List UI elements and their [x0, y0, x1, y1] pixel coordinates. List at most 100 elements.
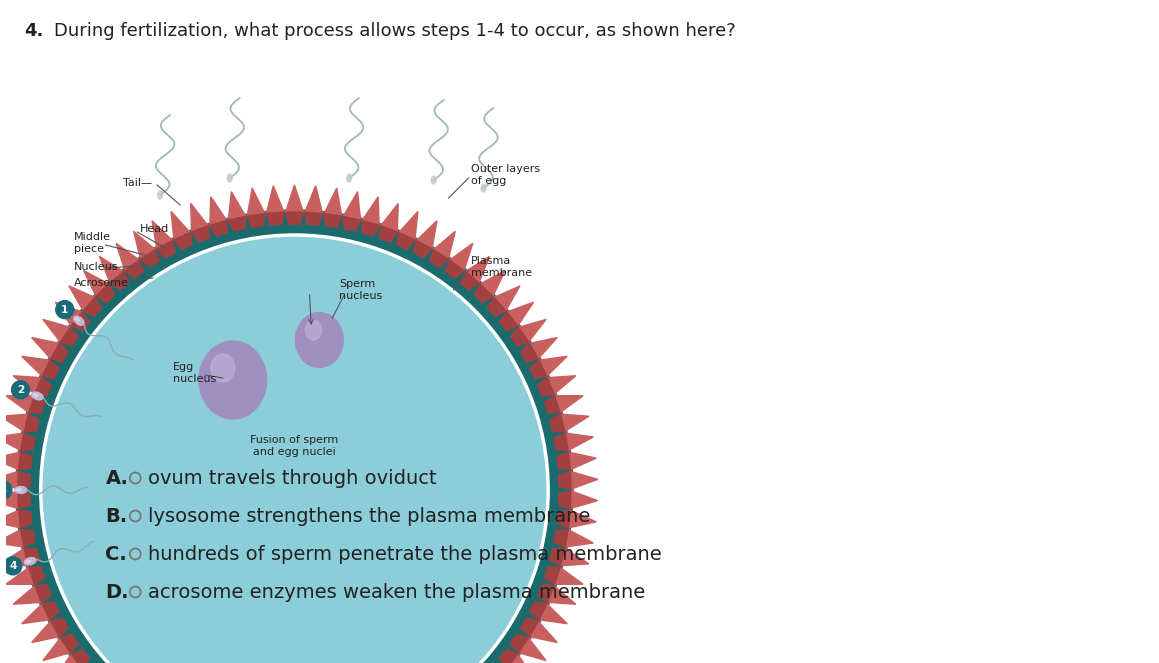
Polygon shape	[0, 491, 19, 509]
Polygon shape	[539, 356, 567, 376]
Polygon shape	[17, 491, 30, 509]
Text: Head: Head	[140, 224, 169, 234]
Text: 1: 1	[61, 304, 68, 315]
Polygon shape	[557, 511, 570, 528]
Polygon shape	[549, 548, 564, 566]
Polygon shape	[140, 250, 159, 268]
Polygon shape	[285, 212, 304, 224]
Polygon shape	[530, 360, 547, 379]
Polygon shape	[0, 452, 21, 470]
Polygon shape	[71, 312, 89, 331]
Polygon shape	[519, 638, 546, 660]
Polygon shape	[325, 188, 342, 216]
Polygon shape	[29, 566, 45, 584]
Polygon shape	[450, 243, 473, 271]
Polygon shape	[416, 221, 437, 249]
Polygon shape	[56, 654, 82, 663]
Ellipse shape	[296, 312, 343, 367]
Polygon shape	[247, 188, 264, 216]
Polygon shape	[228, 192, 246, 220]
Polygon shape	[568, 452, 596, 470]
Polygon shape	[305, 186, 322, 213]
Polygon shape	[538, 584, 554, 602]
Polygon shape	[22, 356, 50, 376]
Polygon shape	[379, 226, 398, 242]
Polygon shape	[21, 433, 35, 451]
Polygon shape	[519, 320, 546, 342]
Ellipse shape	[25, 560, 30, 563]
Circle shape	[16, 210, 573, 663]
Ellipse shape	[24, 558, 36, 565]
Text: 4: 4	[9, 561, 16, 571]
Ellipse shape	[16, 489, 21, 491]
Polygon shape	[460, 271, 479, 290]
Text: A.: A.	[105, 469, 129, 487]
Polygon shape	[19, 452, 32, 470]
Text: 2: 2	[17, 385, 24, 394]
Ellipse shape	[431, 176, 436, 184]
Ellipse shape	[15, 487, 27, 493]
Polygon shape	[13, 376, 42, 394]
Polygon shape	[570, 471, 598, 489]
Polygon shape	[557, 452, 570, 470]
Text: Sperm
nucleus: Sperm nucleus	[340, 279, 382, 301]
Polygon shape	[325, 213, 342, 227]
Polygon shape	[538, 378, 554, 396]
Polygon shape	[506, 302, 533, 326]
Polygon shape	[530, 621, 557, 642]
Ellipse shape	[158, 191, 162, 199]
Polygon shape	[191, 226, 210, 242]
Polygon shape	[343, 192, 360, 220]
Polygon shape	[267, 186, 284, 213]
Polygon shape	[399, 211, 418, 240]
Polygon shape	[83, 298, 102, 316]
Text: lysosome strengthens the plasma membrane: lysosome strengthens the plasma membrane	[147, 507, 590, 526]
Polygon shape	[60, 634, 79, 653]
Ellipse shape	[75, 318, 79, 322]
Polygon shape	[480, 271, 505, 296]
Polygon shape	[559, 471, 571, 489]
Polygon shape	[0, 414, 28, 432]
Polygon shape	[228, 216, 246, 231]
Polygon shape	[510, 634, 529, 653]
Polygon shape	[35, 584, 51, 602]
Polygon shape	[433, 231, 455, 259]
Polygon shape	[554, 433, 568, 451]
Text: Outer layers
of egg: Outer layers of egg	[471, 164, 540, 186]
Ellipse shape	[199, 341, 267, 419]
Polygon shape	[31, 621, 59, 642]
Polygon shape	[520, 343, 538, 362]
Polygon shape	[0, 433, 24, 451]
Polygon shape	[561, 548, 589, 566]
Polygon shape	[362, 221, 379, 236]
Polygon shape	[156, 241, 175, 258]
Polygon shape	[570, 491, 598, 509]
Polygon shape	[125, 260, 144, 278]
Polygon shape	[545, 396, 560, 414]
Polygon shape	[42, 601, 59, 620]
Ellipse shape	[31, 392, 43, 400]
Ellipse shape	[481, 184, 486, 192]
Polygon shape	[17, 471, 30, 489]
Text: B.: B.	[105, 507, 127, 526]
Polygon shape	[172, 211, 190, 240]
Text: Tail—: Tail—	[123, 178, 152, 188]
Text: acrosome enzymes weaken the plasma membrane: acrosome enzymes weaken the plasma membr…	[147, 583, 644, 601]
Polygon shape	[343, 216, 360, 231]
Polygon shape	[555, 568, 583, 584]
Text: ovum travels through oviduct: ovum travels through oviduct	[147, 469, 436, 487]
Text: hundreds of sperm penetrate the plasma membrane: hundreds of sperm penetrate the plasma m…	[147, 544, 662, 564]
Polygon shape	[267, 212, 284, 225]
Polygon shape	[35, 378, 51, 396]
Polygon shape	[494, 286, 520, 311]
Polygon shape	[530, 601, 547, 620]
Text: 3: 3	[0, 485, 7, 495]
Text: Plasma
membrane: Plasma membrane	[471, 256, 532, 278]
Polygon shape	[530, 337, 557, 359]
Text: During fertilization, what process allows steps 1-4 to occur, as shown here?: During fertilization, what process allow…	[53, 22, 736, 40]
Polygon shape	[24, 548, 39, 566]
Polygon shape	[210, 197, 227, 225]
Polygon shape	[133, 231, 155, 259]
Ellipse shape	[34, 394, 38, 397]
Polygon shape	[555, 396, 583, 412]
